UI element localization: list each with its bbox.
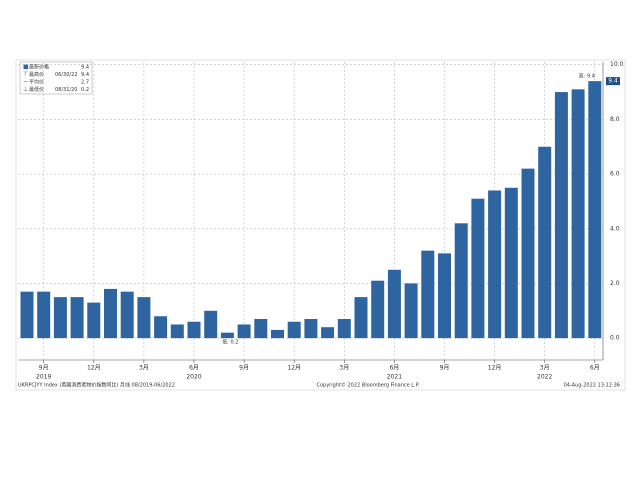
legend-label: 最新价格 — [29, 64, 49, 71]
bar — [588, 81, 602, 339]
bar — [538, 146, 552, 339]
bar — [438, 253, 451, 339]
year-label: 2020 — [186, 374, 201, 381]
y-tick-label: 8.0 — [610, 116, 620, 123]
bar — [204, 310, 218, 339]
legend-value: 2.7 — [81, 80, 89, 86]
footer-left: UKRPCJYY Index (英国消费者物价指数同比) 月线 08/2019-… — [18, 382, 175, 389]
bar — [387, 269, 401, 339]
bar — [104, 288, 117, 339]
legend-marker: ~ — [23, 79, 28, 86]
bar — [87, 302, 101, 339]
year-label: 2022 — [537, 374, 552, 381]
bar — [53, 297, 67, 339]
x-tick-label: 3月 — [339, 365, 349, 372]
year-label: 2019 — [36, 374, 51, 381]
bar — [404, 283, 418, 339]
bar — [37, 291, 51, 339]
bar — [220, 332, 234, 339]
x-tick-label: 9月 — [39, 365, 49, 372]
bar — [421, 250, 435, 339]
bar — [137, 297, 151, 339]
bar — [170, 324, 184, 339]
bar — [271, 329, 284, 339]
bar — [521, 168, 535, 339]
bar — [154, 316, 168, 339]
footer-right: 04-Aug-2022 13:12:36 — [564, 383, 620, 389]
y-tick-label: 2.0 — [610, 280, 620, 287]
y-tick-label: 10.0 — [610, 61, 624, 68]
legend-marker: ⊥ — [23, 86, 28, 93]
y-tick-label: 0.0 — [610, 335, 620, 342]
bar — [187, 321, 201, 339]
bar — [304, 318, 318, 339]
bar — [237, 324, 251, 339]
last-value-label: 9.4 — [608, 78, 618, 85]
x-tick-label: 3月 — [139, 365, 149, 372]
y-tick-label: 6.0 — [610, 171, 620, 178]
legend-label: 平均价 — [29, 79, 44, 86]
x-tick-label: 12月 — [87, 365, 101, 372]
bar — [371, 280, 385, 339]
footer-center: Copyright© 2022 Bloomberg Finance L.P. — [316, 382, 419, 389]
bar — [321, 327, 335, 339]
bar — [337, 318, 351, 339]
bar — [571, 89, 585, 339]
year-label: 2021 — [387, 374, 402, 381]
x-tick-label: 6月 — [590, 365, 600, 372]
x-tick-label: 12月 — [488, 365, 502, 372]
bar — [20, 291, 34, 339]
annotation-high: 高: 9.4 — [579, 73, 595, 80]
legend-value: 9.4 — [81, 72, 89, 78]
bar — [287, 321, 301, 339]
x-tick-label: 9月 — [440, 365, 450, 372]
legend-label: 最低价 — [29, 86, 44, 93]
bar — [504, 187, 518, 339]
bar — [554, 92, 568, 339]
bar — [120, 291, 134, 339]
x-tick-label: 12月 — [287, 365, 301, 372]
y-tick-label: 4.0 — [610, 225, 620, 232]
legend-date: 08/31/20 — [55, 87, 77, 93]
bar — [454, 223, 468, 339]
x-tick-label: 6月 — [389, 365, 399, 372]
bar — [70, 297, 84, 339]
x-tick-label: 6月 — [189, 365, 199, 372]
legend-value: 0.2 — [81, 87, 89, 93]
legend-marker: ■ — [23, 64, 29, 71]
bar — [488, 190, 502, 339]
last-value-box — [606, 77, 620, 86]
bar — [354, 297, 368, 339]
legend-box — [19, 61, 93, 95]
legend-date: 06/30/22 — [55, 72, 77, 78]
annotation-low: 低: 0.2 — [222, 339, 238, 346]
bar — [254, 318, 268, 339]
frame — [15, 59, 626, 391]
x-tick-label: 9月 — [239, 365, 249, 372]
legend-label: 最高价 — [29, 71, 44, 78]
x-tick-label: 3月 — [540, 365, 550, 372]
legend-marker: ⊤ — [23, 71, 28, 78]
bar — [471, 198, 485, 339]
legend-value: 9.4 — [81, 65, 89, 71]
